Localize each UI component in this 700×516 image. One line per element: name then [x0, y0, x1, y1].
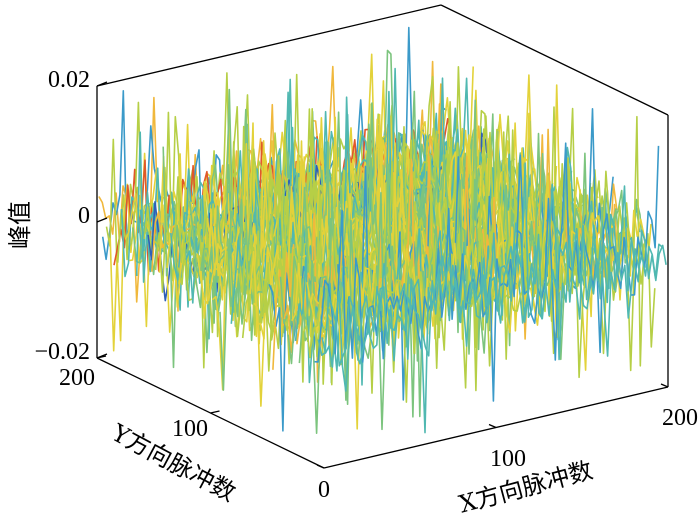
x-tick-2	[660, 383, 669, 388]
top-back-edge	[96, 4, 442, 87]
z-tick-2	[96, 81, 108, 87]
trace-series-60	[321, 162, 667, 368]
y-tick-0	[210, 410, 220, 414]
x-tick-0	[316, 464, 325, 469]
z-tick-1	[96, 217, 108, 223]
y-tick-label-100: 100	[172, 416, 208, 442]
x-tick-label-0: 0	[318, 477, 330, 503]
y-tick-label-200: 200	[59, 365, 95, 391]
y-tick-1	[96, 355, 107, 359]
axes-box	[96, 4, 669, 469]
top-right-edge	[440, 4, 669, 116]
z-axis-label: 峰值	[6, 201, 34, 249]
x-tick-label-100: 100	[490, 446, 526, 472]
trace-series-59	[317, 183, 663, 434]
z-tick-label-top: 0.02	[48, 67, 90, 93]
data-traces	[98, 26, 667, 435]
x-tick-label-200: 200	[662, 405, 698, 431]
z-tick-label-mid: 0	[78, 203, 90, 229]
z-tick-label-bottom: −0.02	[34, 339, 90, 365]
x-tick-1	[488, 423, 497, 429]
